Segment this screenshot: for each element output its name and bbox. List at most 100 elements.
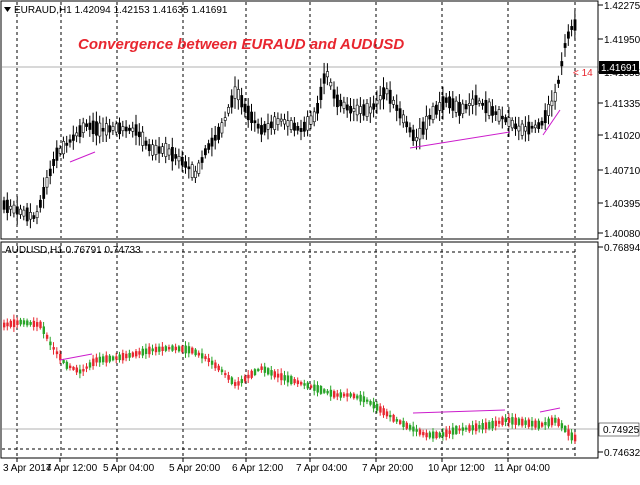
euraud-current-price-box bbox=[599, 61, 639, 74]
audusd-candle-body bbox=[3, 322, 6, 328]
grid-layer bbox=[2, 2, 598, 457]
audusd-candle-body bbox=[494, 420, 498, 427]
euraud-candle-body bbox=[6, 199, 9, 213]
euraud-candle-body bbox=[487, 101, 491, 116]
euraud-candle-body bbox=[289, 120, 293, 130]
audusd-candle-body bbox=[372, 401, 375, 409]
audusd-candle-body bbox=[125, 353, 128, 359]
audusd-candle-body bbox=[389, 414, 392, 418]
audusd-candle-body bbox=[405, 422, 408, 429]
audusd-candle-body bbox=[326, 390, 329, 394]
audusd-candle-body bbox=[88, 362, 92, 368]
audusd-candle-body bbox=[346, 393, 349, 397]
audusd-candle-body bbox=[128, 352, 131, 358]
euraud-candle-body bbox=[494, 111, 498, 115]
euraud-candle-body bbox=[95, 121, 98, 136]
euraud-candle-body bbox=[458, 102, 461, 116]
audusd-candle-body bbox=[511, 417, 514, 425]
audusd-symbol-header: AUDUSD,H1 0.76791 0.74733 bbox=[5, 245, 141, 256]
audusd-candle-body bbox=[260, 366, 263, 370]
euraud-candle-body bbox=[378, 95, 382, 101]
euraud-candle-body bbox=[421, 121, 425, 135]
audusd-candle-body bbox=[177, 346, 181, 352]
audusd-candle-body bbox=[111, 356, 115, 361]
euraud-candle-body bbox=[560, 61, 564, 67]
euraud-candle-body bbox=[319, 86, 323, 100]
audusd-candle-body bbox=[306, 382, 309, 389]
audusd-candle-body bbox=[69, 365, 72, 369]
euraud-candle-body bbox=[134, 124, 138, 136]
euraud-right-marker: < 14 bbox=[573, 68, 593, 79]
euraud-candle-body bbox=[114, 123, 118, 133]
euraud-candle-body bbox=[401, 114, 405, 124]
euraud-candle-body bbox=[461, 103, 465, 114]
audusd-candle-body bbox=[78, 369, 82, 374]
euraud-candle-body bbox=[144, 140, 148, 146]
convergence-line bbox=[539, 407, 561, 413]
euraud-candle-body bbox=[124, 126, 128, 132]
audusd-candle-body bbox=[75, 367, 78, 373]
audusd-candle-body bbox=[247, 374, 250, 379]
audusd-candle-body bbox=[191, 347, 194, 354]
audusd-candle-body bbox=[468, 425, 471, 432]
euraud-candle-body bbox=[237, 89, 240, 101]
euraud-candle-body bbox=[91, 120, 95, 135]
euraud-candle-body bbox=[329, 81, 333, 87]
euraud-candle-body bbox=[253, 120, 257, 124]
euraud-candle-body bbox=[35, 211, 39, 218]
audusd-candle-body bbox=[402, 420, 405, 427]
xtick-label: 10 Apr 12:00 bbox=[428, 463, 485, 474]
audusd-candle-body bbox=[573, 434, 577, 442]
euraud-candle-body bbox=[52, 159, 56, 166]
audusd-candle-body bbox=[32, 320, 36, 327]
audusd-candle-body bbox=[131, 352, 135, 357]
euraud-candle-body bbox=[184, 161, 188, 168]
xtick-label: 6 Apr 12:00 bbox=[232, 463, 284, 474]
audusd-candle-body bbox=[98, 356, 102, 363]
audusd-candle-body bbox=[382, 408, 385, 416]
collapse-triangle-icon[interactable] bbox=[4, 7, 11, 12]
euraud-candle-body bbox=[474, 95, 478, 105]
audusd-candle-body bbox=[161, 346, 164, 351]
euraud-candle-body bbox=[342, 101, 346, 109]
euraud-candle-body bbox=[164, 143, 168, 157]
euraud-candle-body bbox=[204, 148, 207, 156]
audusd-candle-body bbox=[481, 423, 484, 430]
euraud-candle-body bbox=[345, 104, 349, 111]
audusd-candle-body bbox=[92, 358, 95, 367]
euraud-candle-body bbox=[200, 157, 204, 163]
audusd-candle-body bbox=[135, 351, 138, 357]
euraud-candle-body bbox=[286, 120, 290, 127]
audusd-candle-body bbox=[507, 417, 511, 423]
audusd-candle-body bbox=[531, 420, 534, 427]
euraud-candle-body bbox=[2, 200, 6, 210]
euraud-ytick-label: 1.40710 bbox=[604, 166, 640, 177]
audusd-candle-body bbox=[560, 423, 564, 429]
audusd-candle-body bbox=[85, 366, 88, 369]
euraud-candle-body bbox=[213, 134, 217, 141]
euraud-candle-body bbox=[269, 121, 273, 129]
audusd-price-axis: 0.76894 0.74632 bbox=[598, 243, 640, 459]
audusd-candle-body bbox=[488, 422, 491, 429]
audusd-candle-body bbox=[273, 371, 276, 378]
audusd-candle-body bbox=[187, 346, 191, 354]
euraud-candle-body bbox=[441, 96, 445, 110]
euraud-candle-body bbox=[32, 215, 36, 219]
euraud-ytick-label: 1.41020 bbox=[604, 131, 640, 142]
audusd-candle-body bbox=[415, 429, 418, 432]
audusd-candle-body bbox=[461, 427, 465, 431]
audusd-candle-body bbox=[210, 360, 214, 365]
euraud-candle-body bbox=[12, 204, 16, 214]
audusd-ytick-label: 0.76894 bbox=[604, 243, 640, 254]
audusd-candle-body bbox=[408, 425, 412, 430]
euraud-candle-body bbox=[108, 125, 112, 133]
audusd-candle-body bbox=[82, 369, 85, 372]
euraud-candle-body bbox=[398, 108, 402, 119]
euraud-candle-body bbox=[131, 127, 135, 132]
euraud-candle-body bbox=[306, 116, 310, 131]
audusd-candle-body bbox=[286, 375, 290, 383]
audusd-current-price: 0.74925 bbox=[603, 425, 640, 436]
audusd-candle-body bbox=[181, 346, 184, 352]
audusd-candle-body bbox=[478, 425, 481, 429]
